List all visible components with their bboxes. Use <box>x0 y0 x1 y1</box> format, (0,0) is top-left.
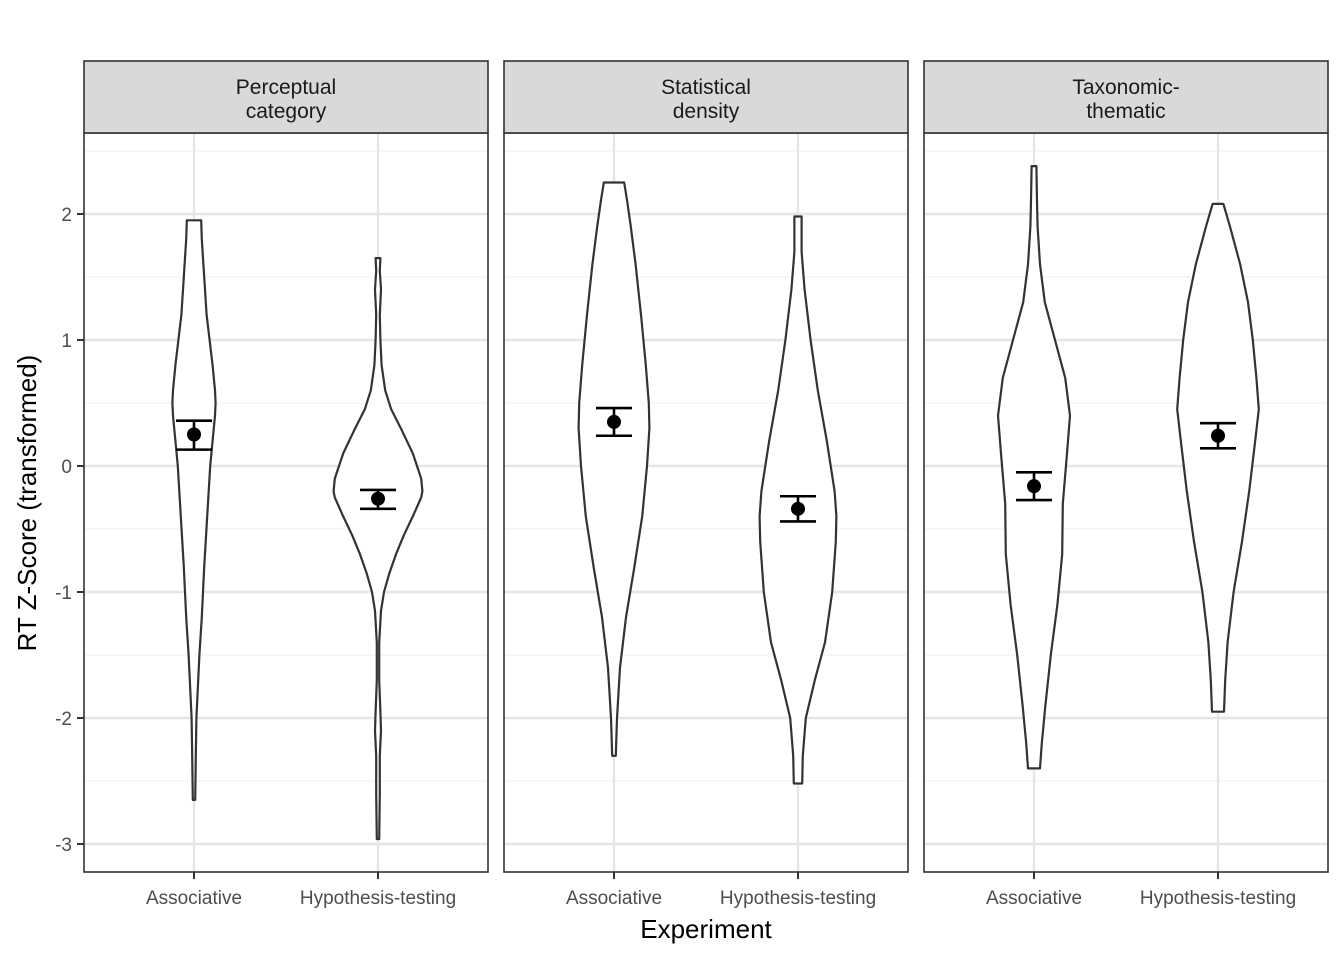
mean-point <box>371 491 385 506</box>
facet-strip <box>923 60 1329 134</box>
x-tick-label: Hypothesis-testing <box>1140 888 1296 909</box>
mean-point <box>1027 479 1041 494</box>
x-axis-title: Experiment <box>640 914 772 944</box>
x-tick-label: Associative <box>986 888 1082 909</box>
y-tick-label: 1 <box>61 331 72 352</box>
mean-point <box>607 414 621 429</box>
y-tick-label: -3 <box>55 835 72 856</box>
x-tick-label: Associative <box>566 888 662 909</box>
facet-strip-label: Perceptual <box>236 76 336 99</box>
mean-point <box>187 427 201 442</box>
y-tick-label: 2 <box>61 205 72 226</box>
facet-panel: Associative Hypothesis-testing Perceptualc… <box>83 60 489 909</box>
violin-shape <box>577 181 651 757</box>
violin-shape <box>332 257 424 841</box>
plot-background <box>84 133 488 872</box>
x-tick-label: Hypothesis-testing <box>300 888 456 909</box>
mean-point <box>1211 428 1225 443</box>
y-axis: 2 1 0 -1 -2 -3 <box>55 205 84 856</box>
mean-point <box>791 501 805 516</box>
facet-strip <box>83 60 489 134</box>
panels-layer: Associative Hypothesis-testing Perceptualc… <box>83 60 1329 909</box>
plot-background <box>924 133 1328 872</box>
x-tick-label: Associative <box>146 888 242 909</box>
y-tick-label: -1 <box>55 583 72 604</box>
violin-shape <box>1176 202 1260 713</box>
facet-strip-label: category <box>246 100 327 123</box>
y-tick-label: 0 <box>61 457 72 478</box>
plot-background <box>504 133 908 872</box>
y-axis-title: RT Z-Score (transformed) <box>12 355 42 652</box>
violin-shape <box>996 165 1072 770</box>
facet-panel: Associative Hypothesis-testing Statistical… <box>503 60 909 909</box>
x-tick-label: Hypothesis-testing <box>720 888 876 909</box>
facet-panel: Associative Hypothesis-testing Taxonomic-t… <box>923 60 1329 909</box>
facet-strip-label: Taxonomic- <box>1072 76 1179 99</box>
y-tick-label: -2 <box>55 709 72 730</box>
facet-strip-label: thematic <box>1086 100 1165 123</box>
facet-strip-label: Statistical <box>661 76 751 99</box>
facet-strip-label: density <box>673 100 740 123</box>
facet-strip <box>503 60 909 134</box>
violin-shape <box>171 219 217 801</box>
